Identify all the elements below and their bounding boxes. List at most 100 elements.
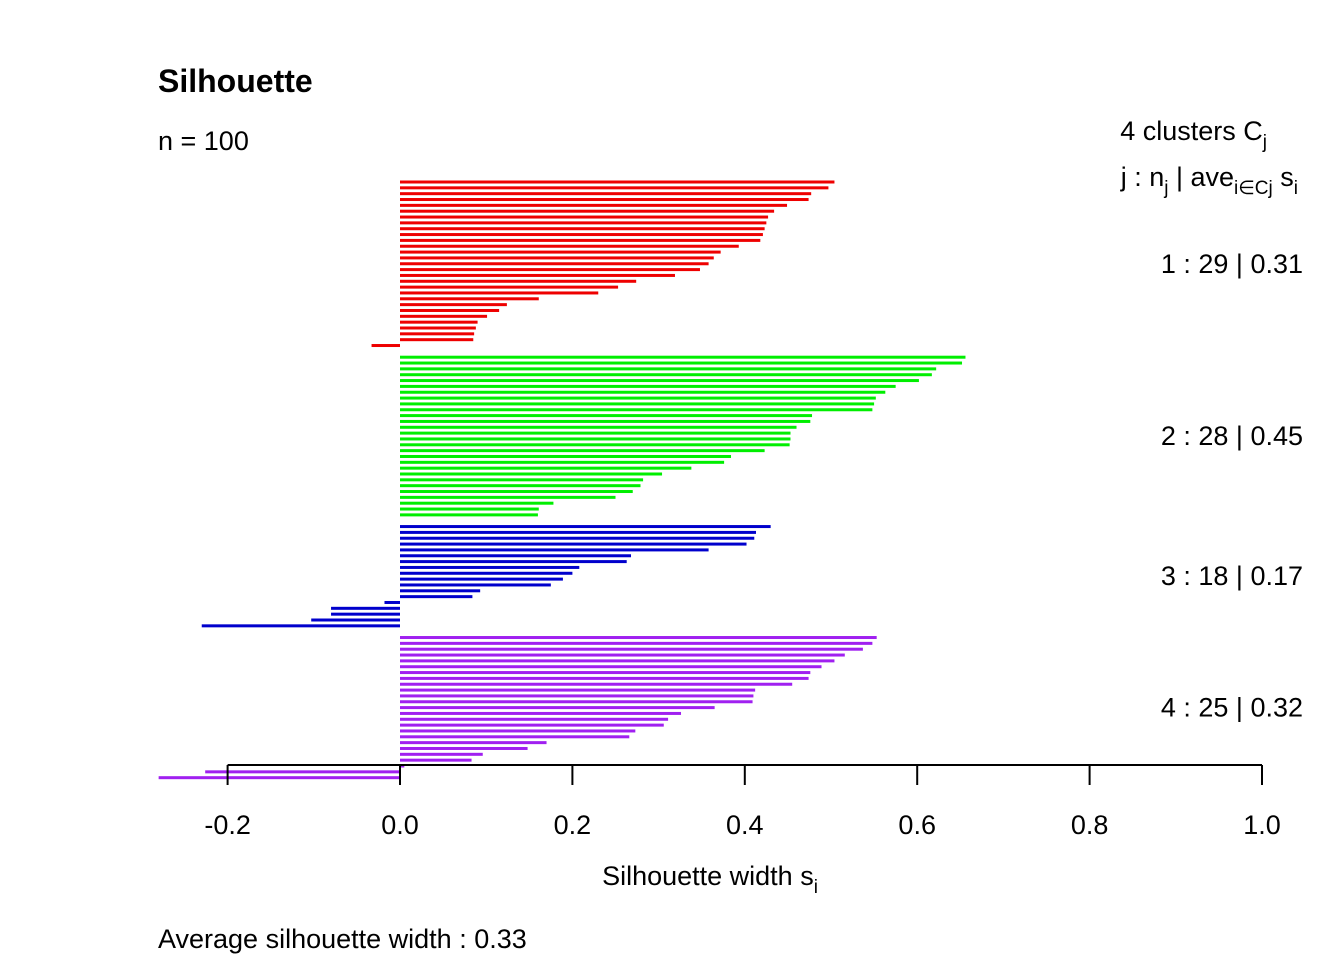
silhouette-bar-c4-18 — [400, 735, 630, 739]
silhouette-bar-c4-16 — [400, 723, 664, 727]
silhouette-bar-c1-7 — [400, 215, 769, 219]
silhouette-bar-c2-6 — [400, 384, 896, 388]
silhouette-bar-c2-12 — [400, 419, 811, 423]
silhouette-bar-c3-4 — [400, 542, 747, 546]
cluster-label-4: 4 : 25 | 0.32 — [1161, 693, 1303, 723]
x-axis-label-text: Silhouette width — [602, 861, 793, 891]
silhouette-bar-c3-9 — [400, 571, 573, 575]
silhouette-bar-c2-1 — [400, 355, 966, 359]
silhouette-bar-c4-24 — [205, 770, 400, 774]
silhouette-bar-c2-4 — [400, 373, 932, 377]
silhouette-bar-c1-27 — [400, 332, 475, 336]
silhouette-bar-c2-24 — [400, 490, 633, 494]
silhouette-bar-c4-2 — [400, 641, 873, 645]
silhouette-bar-c2-14 — [400, 431, 791, 435]
silhouette-bar-c2-7 — [400, 390, 886, 394]
legend-header: 4 clusters Cj j : nj | avei∈Cj si — [1120, 116, 1298, 199]
x-axis-label-sub: i — [814, 877, 818, 898]
silhouette-bar-c4-1 — [400, 636, 877, 640]
silhouette-bar-c1-1 — [400, 180, 835, 184]
silhouette-bar-c2-20 — [400, 466, 692, 470]
legend-clusters-label: 4 clusters C — [1120, 116, 1263, 146]
silhouette-bar-c2-28 — [400, 513, 538, 517]
silhouette-bar-c1-5 — [400, 203, 788, 207]
silhouette-bar-c4-3 — [400, 647, 863, 651]
legend-header-line1: 4 clusters Cj — [1120, 116, 1267, 153]
silhouette-bar-c1-25 — [400, 320, 478, 324]
silhouette-bar-c2-21 — [400, 472, 663, 476]
silhouette-bar-c1-28 — [400, 338, 474, 342]
x-tick-label-4: 0.6 — [898, 810, 936, 840]
silhouette-bar-c3-7 — [400, 560, 627, 564]
legend-j-n-sub: j — [1163, 178, 1168, 199]
silhouette-bar-c4-22 — [400, 758, 472, 762]
silhouette-bar-c4-20 — [400, 746, 528, 750]
silhouette-bar-c2-18 — [400, 454, 732, 458]
chart-subtitle: n = 100 — [158, 126, 249, 156]
silhouette-bar-c2-17 — [400, 449, 765, 453]
x-axis: -0.2 0.0 0.2 0.4 0.6 0.8 1.0 — [204, 764, 1281, 840]
cluster-label-3: 3 : 18 | 0.17 — [1161, 561, 1303, 591]
silhouette-bar-c1-2 — [400, 186, 829, 190]
silhouette-bar-c3-16 — [331, 612, 400, 616]
silhouette-bar-c1-8 — [400, 221, 767, 225]
silhouette-bar-c1-17 — [400, 273, 675, 277]
silhouette-bar-c1-22 — [400, 303, 507, 307]
x-tick-label-3: 0.4 — [726, 810, 764, 840]
silhouette-bar-c3-14 — [384, 600, 400, 604]
cluster-label-1: 1 : 29 | 0.31 — [1161, 249, 1303, 279]
silhouette-bar-c4-11 — [400, 694, 754, 698]
silhouette-bar-c2-23 — [400, 484, 641, 488]
silhouette-bar-c4-9 — [400, 682, 793, 686]
silhouette-bar-c2-11 — [400, 414, 813, 418]
silhouette-bar-c1-24 — [400, 314, 488, 318]
silhouette-bar-c2-9 — [400, 402, 875, 406]
silhouette-bar-c4-5 — [400, 659, 835, 663]
silhouette-bar-c2-26 — [400, 501, 554, 505]
silhouette-bar-c1-4 — [400, 198, 809, 202]
silhouette-bar-c1-6 — [400, 209, 775, 213]
chart-title: Silhouette — [158, 63, 313, 99]
silhouette-bar-c4-6 — [400, 665, 822, 669]
x-tick-label-0: -0.2 — [204, 810, 251, 840]
silhouette-bar-c1-10 — [400, 233, 763, 237]
silhouette-bar-c3-13 — [400, 595, 473, 599]
silhouette-bar-c4-15 — [400, 717, 669, 721]
silhouette-bar-c1-19 — [400, 285, 619, 289]
x-axis-label: Silhouette width si — [602, 861, 818, 898]
silhouette-bar-c2-10 — [400, 408, 873, 412]
silhouette-bar-c2-22 — [400, 478, 644, 482]
silhouette-bar-c4-8 — [400, 676, 809, 680]
legend-ave-sub: i∈Cj — [1234, 178, 1273, 199]
cluster-label-2: 2 : 28 | 0.45 — [1161, 421, 1303, 451]
silhouette-bar-c1-3 — [400, 192, 812, 196]
x-tick-label-2: 0.2 — [554, 810, 592, 840]
silhouette-bar-c1-9 — [400, 227, 765, 231]
silhouette-bar-c1-15 — [400, 262, 709, 266]
silhouette-bar-c3-18 — [201, 624, 400, 628]
silhouette-bar-c3-17 — [311, 618, 400, 622]
silhouette-bar-c3-6 — [400, 554, 632, 558]
silhouette-bar-c4-4 — [400, 653, 845, 657]
silhouette-bar-c4-10 — [400, 688, 756, 692]
silhouette-bar-c1-29 — [371, 344, 400, 348]
silhouette-bar-c1-26 — [400, 326, 476, 330]
silhouette-bar-c2-19 — [400, 460, 725, 464]
legend-clusters-sub: j — [1262, 132, 1267, 153]
silhouette-bar-c1-21 — [400, 297, 539, 301]
silhouette-bar-c2-16 — [400, 443, 790, 447]
silhouette-bar-c4-21 — [400, 752, 483, 756]
legend-ave: | ave — [1168, 162, 1234, 192]
silhouette-bar-c1-11 — [400, 238, 761, 242]
silhouette-bar-c1-23 — [400, 308, 500, 312]
silhouette-bar-c2-8 — [400, 396, 876, 400]
silhouette-bar-c4-14 — [400, 711, 682, 715]
silhouette-bar-c3-12 — [400, 589, 481, 593]
silhouette-bar-c3-8 — [400, 565, 580, 569]
silhouette-bar-c3-1 — [400, 525, 771, 529]
silhouette-bar-c3-2 — [400, 530, 757, 534]
average-silhouette-value: 0.33 — [474, 924, 527, 954]
silhouette-bar-c4-7 — [400, 671, 811, 675]
silhouette-bar-c3-10 — [400, 577, 563, 581]
